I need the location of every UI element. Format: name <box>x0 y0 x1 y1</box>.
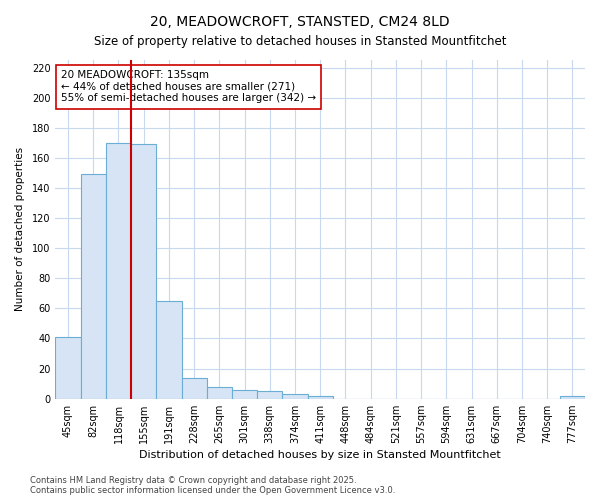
Bar <box>283 394 308 398</box>
Text: 20 MEADOWCROFT: 135sqm
← 44% of detached houses are smaller (271)
55% of semi-de: 20 MEADOWCROFT: 135sqm ← 44% of detached… <box>61 70 316 103</box>
Bar <box>257 391 283 398</box>
Bar <box>207 386 232 398</box>
Y-axis label: Number of detached properties: Number of detached properties <box>15 148 25 312</box>
Bar <box>182 378 207 398</box>
Bar <box>80 174 106 398</box>
Bar <box>55 337 80 398</box>
Bar <box>106 143 131 399</box>
Text: Size of property relative to detached houses in Stansted Mountfitchet: Size of property relative to detached ho… <box>94 35 506 48</box>
Bar <box>232 390 257 398</box>
Bar <box>560 396 585 398</box>
Text: 20, MEADOWCROFT, STANSTED, CM24 8LD: 20, MEADOWCROFT, STANSTED, CM24 8LD <box>150 15 450 29</box>
Bar <box>308 396 333 398</box>
Text: Contains HM Land Registry data © Crown copyright and database right 2025.
Contai: Contains HM Land Registry data © Crown c… <box>30 476 395 495</box>
X-axis label: Distribution of detached houses by size in Stansted Mountfitchet: Distribution of detached houses by size … <box>139 450 501 460</box>
Bar <box>157 301 182 398</box>
Bar <box>131 144 157 398</box>
